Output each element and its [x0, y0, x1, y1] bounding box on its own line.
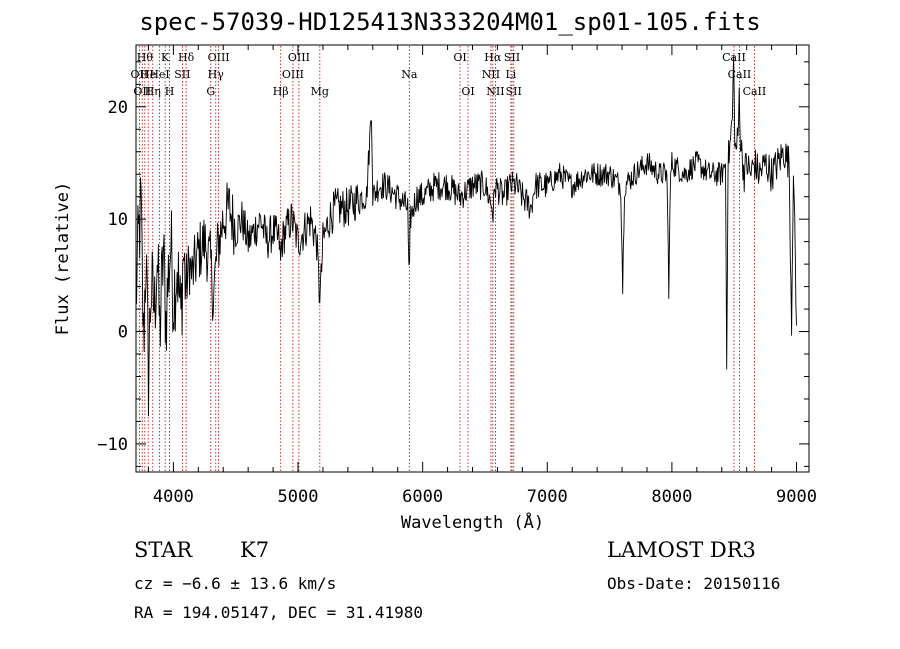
survey-name: LAMOST DR3	[607, 538, 756, 562]
x-tick-label: 5000	[278, 487, 319, 507]
line-label: Hθ	[137, 51, 154, 64]
line-label: Hη	[145, 85, 161, 98]
x-axis-label: Wavelength (Å)	[401, 511, 544, 533]
line-label: OIII	[208, 51, 230, 64]
spectrum-layer	[135, 55, 797, 417]
line-label: Li	[505, 68, 516, 81]
object-subclass: K7	[240, 538, 270, 562]
line-label: Na	[401, 68, 418, 81]
plot-frame	[135, 44, 810, 473]
line-label: OII	[133, 85, 151, 98]
line-label: CaII	[743, 85, 767, 98]
y-tick-label: 0	[118, 323, 128, 343]
x-tick-label: 8000	[651, 487, 692, 507]
coordinates: RA = 194.05147, DEC = 31.41980	[134, 603, 423, 622]
line-label: He	[140, 68, 156, 81]
y-axis-label: Flux (relative)	[53, 182, 73, 336]
line-label: Mg	[311, 85, 329, 98]
line-label: G	[206, 85, 215, 98]
line-label: OIII	[288, 51, 310, 64]
spectrum-line	[135, 55, 797, 417]
line-label: K	[161, 51, 170, 64]
line-markers	[138, 46, 755, 471]
line-label: NII	[482, 68, 500, 81]
x-tick-label: 7000	[527, 487, 568, 507]
y-tick-label: −10	[97, 435, 128, 455]
tick-labels: 4000 5000 6000 7000 8000 9000 −10 0 10 20	[97, 98, 817, 507]
line-label: HeI	[149, 68, 169, 81]
line-label: H	[165, 85, 175, 98]
line-labels: OII OII Hθ He Hη HeI K H SII Hδ G Hγ OIII Hβ OIII OIII M…	[131, 51, 767, 98]
object-class: STAR	[134, 538, 193, 562]
line-label: Hα	[484, 51, 502, 64]
y-tick-label: 10	[108, 210, 128, 230]
line-label: SII	[506, 85, 522, 98]
line-label: OI	[453, 51, 466, 64]
redshift-text: cz = −6.6 ± 13.6 km/s	[134, 574, 337, 593]
x-tick-label: 9000	[776, 487, 817, 507]
line-label: CaII	[728, 68, 752, 81]
x-tick-label: 4000	[153, 487, 194, 507]
line-label: OII	[131, 68, 149, 81]
line-label: SII	[504, 51, 520, 64]
x-tick-label: 6000	[402, 487, 443, 507]
line-label: Hβ	[273, 85, 289, 98]
chart-title: spec-57039-HD125413N333204M01_sp01-105.f…	[139, 8, 761, 36]
line-label: NII	[486, 85, 504, 98]
line-label: OI	[461, 85, 474, 98]
line-label: Hδ	[178, 51, 195, 64]
line-label: SII	[174, 68, 190, 81]
line-label: Hγ	[208, 68, 225, 81]
obs-date: Obs-Date: 20150116	[607, 574, 781, 593]
y-tick-label: 20	[108, 98, 128, 118]
line-label: OIII	[282, 68, 304, 81]
axis-ticks	[136, 45, 809, 472]
